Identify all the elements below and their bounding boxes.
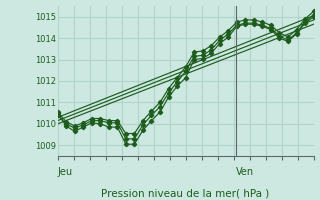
- Text: Pression niveau de la mer( hPa ): Pression niveau de la mer( hPa ): [101, 189, 270, 199]
- Text: Jeu: Jeu: [58, 167, 73, 177]
- Text: Ven: Ven: [236, 167, 254, 177]
